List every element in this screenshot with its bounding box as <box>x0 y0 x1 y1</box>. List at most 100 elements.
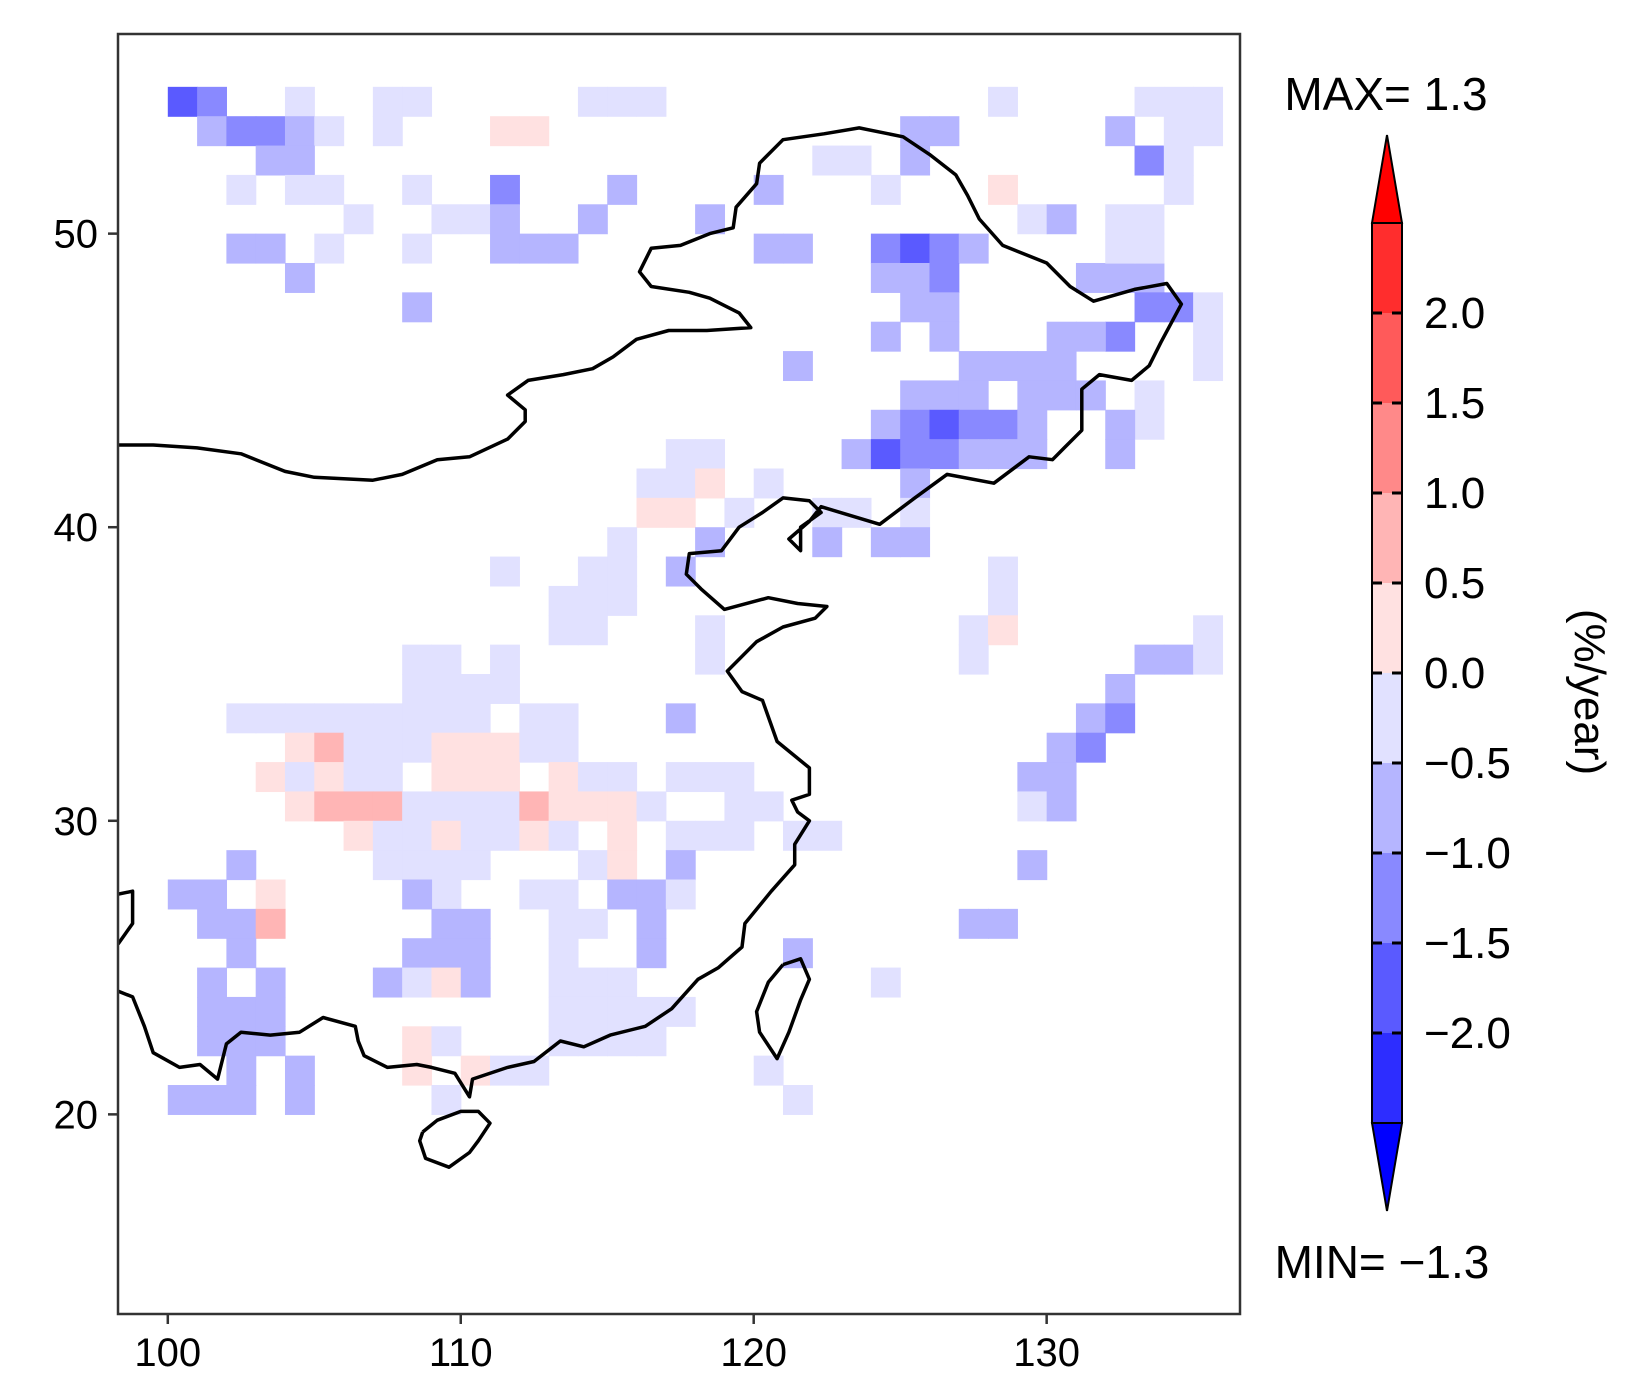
grid-cell <box>1134 145 1165 176</box>
grid-cell <box>548 585 579 616</box>
grid-cell <box>548 879 579 910</box>
grid-cell <box>1017 762 1048 793</box>
grid-cell <box>372 732 403 763</box>
grid-cell <box>490 732 520 763</box>
grid-cell <box>1075 321 1106 352</box>
grid-cell <box>372 791 403 822</box>
grid-cell <box>636 468 667 499</box>
grid-cell <box>695 204 726 235</box>
grid-cell <box>1163 174 1194 205</box>
grid-cell <box>958 380 989 411</box>
grid-cell <box>460 938 491 969</box>
grid-cell <box>402 1026 433 1057</box>
grid-cell <box>431 703 462 734</box>
grid-cell <box>665 879 696 910</box>
grid-cell <box>577 556 608 587</box>
grid-cell <box>460 967 491 998</box>
grid-cell <box>372 850 403 881</box>
grid-cell <box>548 996 579 1027</box>
grid-cell <box>519 233 550 264</box>
grid-cell <box>431 762 462 793</box>
grid-cell <box>431 967 462 998</box>
grid-cell <box>490 556 520 587</box>
grid-cell <box>1105 262 1136 293</box>
grid-cell <box>929 409 960 440</box>
grid-cell <box>1017 409 1048 440</box>
grid-cell <box>1105 233 1136 264</box>
grid-cell <box>665 996 696 1027</box>
grid-cell <box>929 439 960 470</box>
grid-cell <box>1105 703 1136 734</box>
grid-cell <box>519 820 550 851</box>
y-tick-label: 20 <box>54 1093 99 1137</box>
grid-cell <box>284 791 315 822</box>
grid-cell <box>1163 145 1194 176</box>
grid-cell <box>519 791 550 822</box>
grid-cell <box>431 1085 462 1115</box>
grid-cell <box>1134 204 1165 235</box>
grid-cell <box>197 879 227 910</box>
colorbar-segment <box>1372 1033 1402 1124</box>
grid-cell <box>343 791 374 822</box>
grid-cell <box>226 996 257 1027</box>
colorbar-segment <box>1372 673 1402 764</box>
grid-cell <box>255 879 286 910</box>
grid-cell <box>929 116 960 147</box>
grid-cell <box>402 820 433 851</box>
grid-cell <box>1193 644 1224 675</box>
grid-cell <box>490 174 520 205</box>
colorbar-segment <box>1372 223 1402 314</box>
grid-cell <box>548 908 579 939</box>
grid-cell <box>900 497 931 528</box>
grid-cell <box>1075 732 1106 763</box>
grid-cell <box>431 908 462 939</box>
grid-cell <box>1134 409 1165 440</box>
grid-cell <box>284 116 315 147</box>
grid-cell <box>460 820 491 851</box>
grid-cell <box>1017 380 1048 411</box>
grid-cell <box>548 732 579 763</box>
grid-cell <box>460 703 491 734</box>
grid-cell <box>636 1026 667 1057</box>
grid-cell <box>314 174 345 205</box>
grid-cell <box>402 292 433 323</box>
grid-cell <box>636 791 667 822</box>
grid-cell <box>958 615 989 646</box>
grid-cell <box>988 615 1018 646</box>
grid-cell <box>402 850 433 881</box>
min-label: MIN= −1.3 <box>1275 1236 1490 1288</box>
grid-cell <box>167 879 198 910</box>
grid-cell <box>460 732 491 763</box>
grid-cell <box>490 644 520 675</box>
grid-cell <box>1105 204 1136 235</box>
grid-cell <box>402 791 433 822</box>
grid-cell <box>636 879 667 910</box>
grid-cell <box>870 233 901 264</box>
grid-cell <box>1163 116 1194 147</box>
grid-cell <box>929 262 960 293</box>
grid-cell <box>900 527 931 558</box>
grid-cell <box>372 703 403 734</box>
grid-cell <box>460 791 491 822</box>
grid-cell <box>665 850 696 881</box>
grid-cell <box>1105 674 1136 704</box>
grid-cell <box>226 908 257 939</box>
grid-cell <box>1017 791 1048 822</box>
grid-cell <box>1193 321 1224 352</box>
grid-cell <box>1163 644 1194 675</box>
grid-cell <box>607 86 638 117</box>
grid-cell <box>402 1055 433 1086</box>
x-tick-label: 110 <box>429 1331 493 1375</box>
y-axis: 20 30 40 50 <box>54 213 118 1137</box>
grid-cell <box>577 615 608 646</box>
grid-cell <box>988 351 1018 382</box>
grid-cell <box>870 439 901 470</box>
grid-cell <box>548 762 579 793</box>
grid-cell <box>1017 351 1048 382</box>
grid-cell <box>870 527 901 558</box>
grid-cell <box>431 732 462 763</box>
grid-cell <box>197 1085 227 1115</box>
plot-frame <box>116 32 1242 1316</box>
grid-cell <box>695 439 726 470</box>
grid-cell <box>607 996 638 1027</box>
